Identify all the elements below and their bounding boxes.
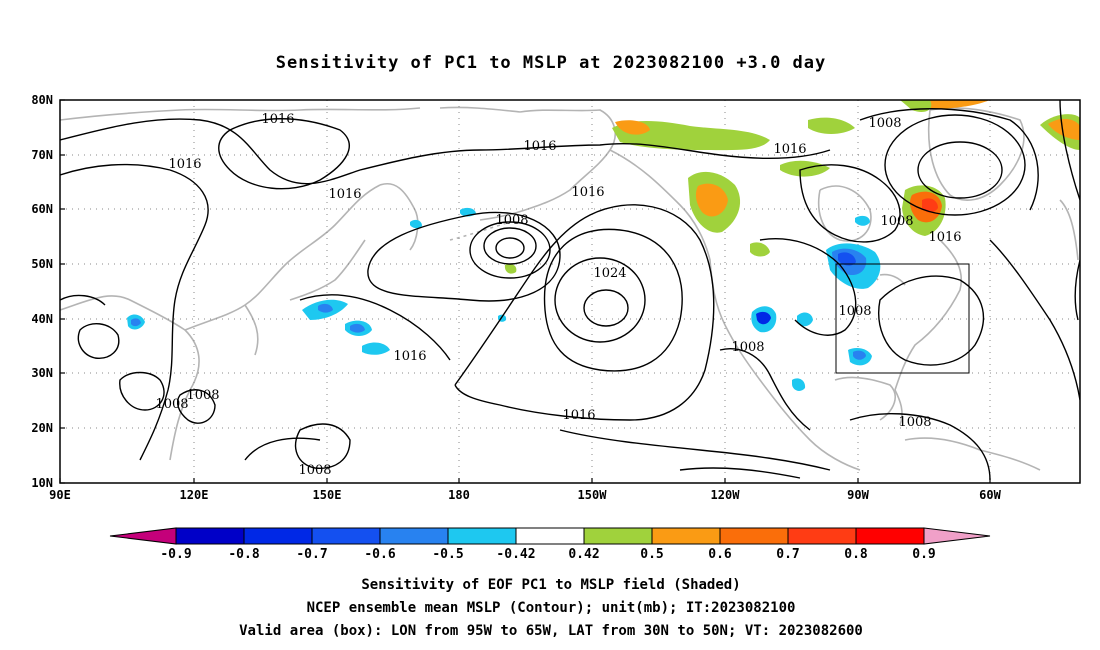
map-frame — [59, 99, 1081, 484]
contour-label: 1008 — [155, 397, 188, 412]
figure-title: Sensitivity of PC1 to MSLP at 2023082100… — [276, 53, 827, 73]
colorbar-box — [447, 527, 517, 545]
colorbar-box — [787, 527, 857, 545]
colorbar-tick-label: 0.7 — [776, 547, 799, 562]
lat-tick-label: 30N — [31, 366, 53, 380]
colorbar-box — [583, 527, 653, 545]
colorbar-tick-label: -0.9 — [160, 547, 191, 562]
contour-label: 1008 — [298, 463, 331, 478]
contour-label: 1016 — [562, 408, 595, 423]
lon-tick-label: 120E — [180, 488, 209, 502]
lat-tick-label: 80N — [31, 93, 53, 107]
lat-tick-label: 50N — [31, 257, 53, 271]
contour-label: 1016 — [523, 139, 556, 154]
lat-tick-label: 60N — [31, 202, 53, 216]
contour-label: 1016 — [773, 142, 806, 157]
lon-tick-label: 90E — [49, 488, 71, 502]
colorbar-box — [855, 527, 925, 545]
lat-tick-label: 70N — [31, 148, 53, 162]
colorbar-tick-label: 0.5 — [640, 547, 663, 562]
caption-line-3: Valid area (box): LON from 95W to 65W, L… — [239, 623, 863, 639]
contour-label: 1008 — [868, 116, 901, 131]
lon-tick-label: 120W — [711, 488, 741, 502]
map-area — [60, 100, 1080, 483]
lat-axis — [60, 99, 65, 484]
colorbar-labels: -0.9 -0.8 -0.7 -0.6 -0.5 -0.42 0.42 0.5 0.6 0.7 0.… — [160, 547, 935, 562]
contour-label: 1016 — [393, 349, 426, 364]
colorbar-box — [243, 527, 313, 545]
contour-label: 1008 — [186, 388, 219, 403]
mslp-contours — [60, 100, 1080, 481]
colorbar-box — [651, 527, 721, 545]
caption-line-1: Sensitivity of EOF PC1 to MSLP field (Sh… — [361, 577, 740, 593]
contour-labels: 1016 1016 1016 1016 1016 1016 1008 1024 … — [155, 112, 961, 478]
contour-label: 1008 — [731, 340, 764, 355]
colorbar-tick-label: -0.8 — [228, 547, 259, 562]
contour-label: 1016 — [928, 230, 961, 245]
colorbar-triangle-high — [923, 527, 991, 545]
colorbar-box — [515, 527, 585, 545]
colorbar-box — [175, 527, 245, 545]
lon-tick-label: 150E — [313, 488, 342, 502]
contour-label: 1024 — [593, 266, 626, 281]
lon-tick-label: 180 — [448, 488, 470, 502]
lon-tick-label: 60W — [979, 488, 1001, 502]
colorbar-tick-label: 0.9 — [912, 547, 935, 562]
contour-label: 1008 — [495, 213, 528, 228]
contour-label: 1016 — [571, 185, 604, 200]
valid-area-box — [835, 263, 970, 374]
lat-labels: 80N 70N 60N 50N 40N 30N 20N 10N — [31, 93, 53, 490]
negative-sensitivity-shading — [127, 207, 881, 391]
lon-tick-label: 150W — [578, 488, 608, 502]
colorbar-tick-label: -0.6 — [364, 547, 395, 562]
contour-label: 1008 — [880, 214, 913, 229]
lat-tick-label: 10N — [31, 476, 53, 490]
graticule — [60, 100, 1080, 483]
lon-labels: 90E 120E 150E 180 150W 120W 90W 60W — [49, 488, 1001, 502]
colorbar — [109, 527, 991, 545]
lon-axis — [59, 478, 991, 483]
colorbar-tick-label: -0.7 — [296, 547, 327, 562]
colorbar-tick-label: 0.8 — [844, 547, 868, 562]
colorbar-tick-label: -0.5 — [432, 547, 463, 562]
contour-label: 1016 — [168, 157, 201, 172]
contour-label: 1016 — [328, 187, 361, 202]
colorbar-tick-label: 0.6 — [708, 547, 732, 562]
contour-label: 1008 — [838, 304, 871, 319]
colorbar-box — [379, 527, 449, 545]
lat-tick-label: 40N — [31, 312, 53, 326]
colorbar-tick-label: -0.42 — [496, 547, 535, 562]
contour-label: 1008 — [898, 415, 931, 430]
lat-tick-label: 20N — [31, 421, 53, 435]
caption-line-2: NCEP ensemble mean MSLP (Contour); unit(… — [307, 600, 796, 616]
positive-sensitivity-shading — [504, 100, 1080, 274]
contour-label: 1016 — [261, 112, 294, 127]
colorbar-triangle-low — [109, 527, 177, 545]
colorbar-box — [311, 527, 381, 545]
colorbar-tick-label: 0.42 — [568, 547, 599, 562]
colorbar-box — [719, 527, 789, 545]
lon-tick-label: 90W — [847, 488, 869, 502]
